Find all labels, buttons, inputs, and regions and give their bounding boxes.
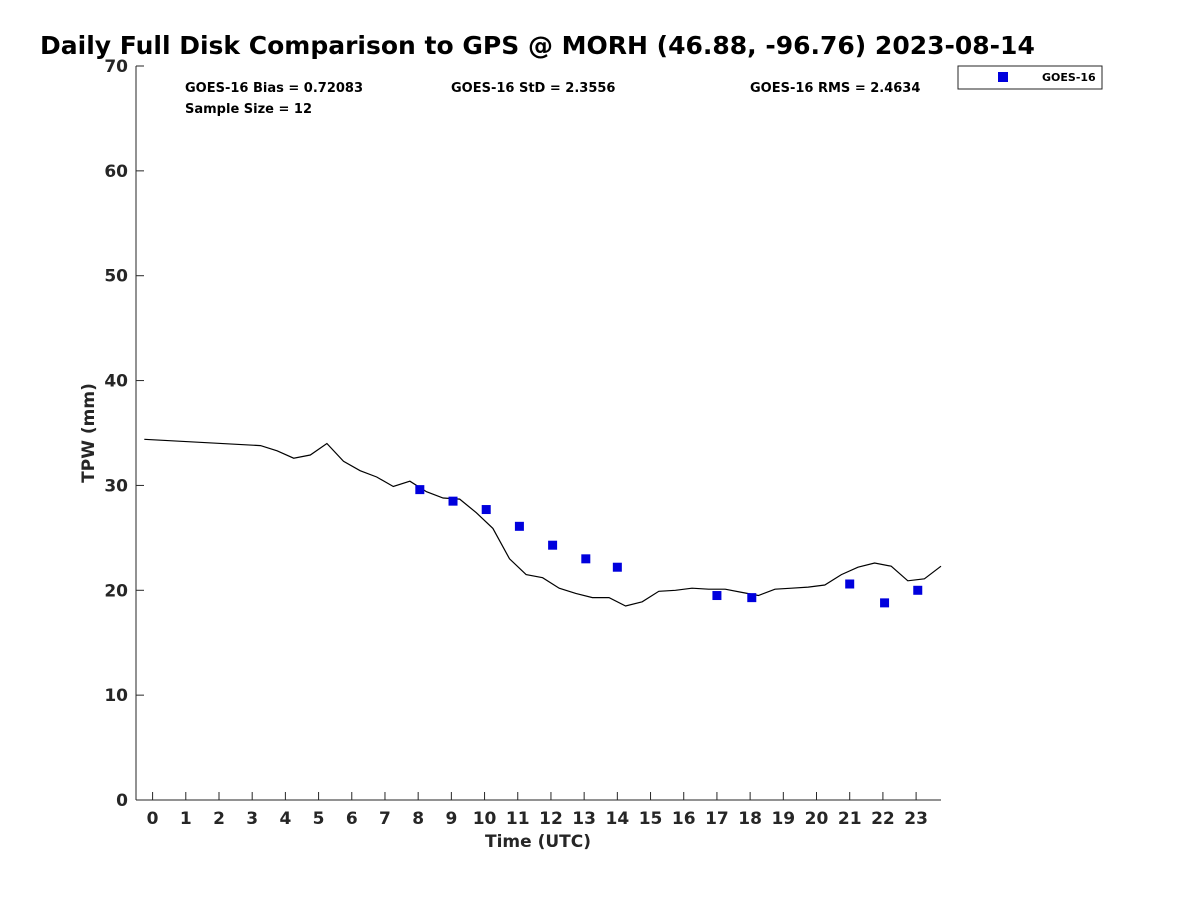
chart-title: Daily Full Disk Comparison to GPS @ MORH…: [40, 31, 1035, 60]
series-line-gps: [144, 438, 942, 607]
x-tick-label: 7: [379, 809, 391, 829]
x-tick-label: 5: [313, 809, 325, 829]
goes-16-point: [581, 554, 591, 564]
y-tick-label: 0: [116, 791, 128, 811]
goes-16-point: [712, 591, 722, 601]
y-tick-label: 40: [104, 372, 128, 392]
x-tick-label: 11: [506, 809, 530, 829]
x-tick-label: 15: [639, 809, 663, 829]
goes-16-point: [747, 593, 757, 603]
x-tick-label: 6: [346, 809, 358, 829]
goes-16-point: [913, 585, 923, 595]
x-tick-label: 21: [838, 809, 862, 829]
goes-16-point: [514, 521, 524, 531]
stat-rms: GOES-16 RMS = 2.4634: [750, 81, 920, 96]
legend-marker-goes-16: [998, 72, 1008, 82]
x-ticks: 0 1 2 3 4 5 6 7 8 9 10 11 12 13 14 15 16 17 18 19 20 21 22 23: [147, 792, 928, 829]
x-tick-label: 18: [738, 809, 762, 829]
x-tick-label: 8: [412, 809, 424, 829]
x-tick-label: 0: [147, 809, 159, 829]
x-tick-label: 9: [445, 809, 457, 829]
x-tick-label: 1: [180, 809, 192, 829]
y-tick-label: 50: [104, 267, 128, 287]
y-tick-label: 60: [104, 162, 128, 182]
x-tick-label: 12: [539, 809, 563, 829]
series-points-goes-16: [415, 485, 923, 608]
x-tick-label: 23: [904, 809, 928, 829]
goes-16-point: [845, 579, 855, 589]
goes-16-point: [415, 485, 425, 495]
goes-16-point: [448, 496, 458, 506]
x-axis-label: Time (UTC): [485, 832, 591, 852]
x-tick-label: 3: [246, 809, 258, 829]
x-tick-label: 13: [572, 809, 596, 829]
x-tick-label: 19: [771, 809, 795, 829]
x-tick-label: 16: [672, 809, 696, 829]
stat-bias: GOES-16 Bias = 0.72083: [185, 81, 363, 96]
legend-box: [957, 65, 1103, 90]
y-tick-label: 30: [104, 476, 128, 496]
y-tick-label: 20: [104, 581, 128, 601]
y-axis-label: TPW (mm): [79, 383, 99, 483]
goes-16-point: [481, 505, 491, 515]
x-tick-label: 20: [805, 809, 829, 829]
x-tick-label: 22: [871, 809, 895, 829]
goes-16-point: [880, 598, 890, 608]
y-tick-label: 70: [104, 57, 128, 77]
x-tick-label: 10: [473, 809, 497, 829]
y-tick-label: 10: [104, 686, 128, 706]
goes-16-point: [612, 562, 622, 572]
y-ticks: 0 10 20 30 40 50 60 70: [104, 57, 144, 811]
legend: GOES-16: [957, 65, 1103, 90]
x-tick-label: 17: [705, 809, 729, 829]
stat-sample-size: Sample Size = 12: [185, 102, 312, 117]
x-tick-label: 4: [279, 809, 291, 829]
plot-area: 0 1 2 3 4 5 6 7 8 9 10 11 12 13 14 15 16 17 18 19 20 21 22 23 0…: [104, 57, 942, 829]
goes-16-point: [548, 540, 558, 550]
x-tick-label: 14: [606, 809, 630, 829]
x-tick-label: 2: [213, 809, 225, 829]
legend-label-goes-16: GOES-16: [1042, 71, 1096, 84]
stat-std: GOES-16 StD = 2.3556: [451, 81, 615, 96]
